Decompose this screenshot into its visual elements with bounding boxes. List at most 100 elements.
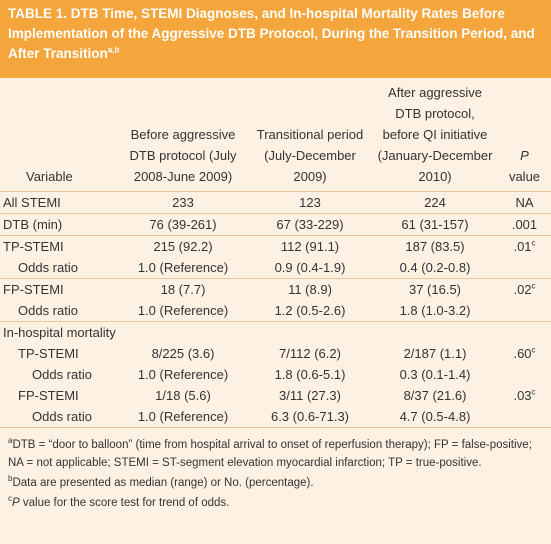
cell: 8/37 (21.6) — [403, 388, 467, 403]
cell: 215 (92.2) — [153, 239, 213, 254]
table-row: In-hospital mortality — [0, 322, 551, 344]
cell: 4.7 (0.5-4.8) — [372, 406, 498, 428]
p-sup: c — [531, 238, 536, 248]
table: Variable Before aggressive DTB protocol (J… — [0, 78, 551, 428]
footnote: aDTB = “door to balloon” (time from hosp… — [8, 436, 543, 472]
header-line: DTB protocol, — [395, 106, 475, 121]
header-line: before QI initiative — [382, 127, 488, 142]
footnote-italic: P — [12, 497, 20, 509]
p-value: .03 — [513, 388, 532, 403]
row-label: FP-STEMI — [18, 388, 79, 403]
footnote: bData are presented as median (range) or… — [8, 474, 543, 492]
cell: 224 — [372, 191, 498, 214]
cell: 3/11 (27.3) — [279, 388, 341, 403]
header-line: (July-December — [264, 148, 356, 163]
p-value: .01 — [513, 239, 532, 254]
cell: 187 (83.5) — [405, 239, 465, 254]
table-row: TP-STEMI 8/225 (3.6) 7/112 (6.2) 2/187 (1.1… — [0, 343, 551, 364]
cell: 1.8 (1.0-3.2) — [372, 300, 498, 322]
cell: 76 (39-261) — [118, 213, 248, 236]
table-title: TABLE 1. DTB Time, STEMI Diagnoses, and … — [0, 0, 551, 78]
p-value-cell — [498, 257, 551, 279]
cell: 0.4 (0.2-0.8) — [372, 257, 498, 279]
cell: 1.0 (Reference) — [137, 367, 229, 382]
row-label: In-hospital mortality — [3, 325, 116, 340]
row-label: All STEMI — [0, 191, 118, 214]
row-label: DTB (min) — [0, 213, 118, 236]
table-row: DTB (min) 76 (39-261) 67 (33-229) 61 (31-15… — [0, 213, 551, 236]
p-value-cell — [498, 364, 551, 385]
p-value-cell — [498, 300, 551, 322]
cell: 11 (8.9) — [288, 282, 332, 297]
header-line: (January-December — [377, 148, 493, 163]
column-header: After aggressive DTB protocol, before QI i… — [372, 78, 498, 192]
footnote: cP value for the score test for trend of… — [8, 494, 543, 512]
p-sup: c — [531, 345, 536, 355]
cell: 18 (7.7) — [160, 282, 206, 297]
row-label: TP-STEMI — [18, 346, 79, 361]
cell: 1.0 (Reference) — [118, 300, 248, 322]
footnote-text: value for the score test for trend of od… — [19, 497, 230, 509]
cell: 0.3 (0.1-1.4) — [399, 367, 471, 382]
p-value-cell — [498, 406, 551, 428]
cell: 1.8 (0.6-5.1) — [274, 367, 346, 382]
cell: 2/187 (1.1) — [403, 346, 467, 361]
cell: 1.2 (0.5-2.6) — [248, 300, 372, 322]
cell: 8/225 (3.6) — [151, 346, 215, 361]
footnote-text: DTB = “door to balloon” (time from hospi… — [8, 439, 532, 469]
column-header: Before aggressive DTB protocol (July 2008-… — [118, 78, 248, 192]
row-label: TP-STEMI — [3, 239, 64, 254]
cell: 1.0 (Reference) — [118, 257, 248, 279]
cell: 67 (33-229) — [248, 213, 372, 236]
header-line: DTB protocol (July — [129, 148, 237, 163]
column-header: Variable — [0, 78, 118, 192]
p-value: NA — [515, 195, 534, 210]
row-label: Odds ratio — [0, 257, 118, 279]
cell: 123 — [248, 191, 372, 214]
column-header: Transitional period (July-December 2009) — [248, 78, 372, 192]
p-value-cell: NA — [498, 191, 551, 214]
title-sup: a,b — [107, 45, 120, 55]
title-text: TABLE 1. DTB Time, STEMI Diagnoses, and … — [8, 6, 535, 61]
cell: 61 (31-157) — [372, 213, 498, 236]
header-line: Variable — [26, 169, 73, 184]
cell: 233 — [118, 191, 248, 214]
row-label: Odds ratio — [32, 367, 92, 382]
footnote-mark: c — [8, 494, 12, 504]
cell: 7/112 (6.2) — [279, 346, 341, 361]
header-line: value — [508, 169, 541, 184]
table-body: All STEMI 233 123 224 NA DTB (min) 76 (39-261)… — [0, 191, 551, 428]
p-value-cell: .01c — [498, 236, 551, 258]
table-row: TP-STEMI 215 (92.2) 112 (91.1) 187 (83.5) .0… — [0, 236, 551, 258]
cell: 0.9 (0.4-1.9) — [248, 257, 372, 279]
footnote-mark: b — [8, 474, 13, 484]
header-line: 2010) — [418, 169, 452, 184]
table-row: FP-STEMI 1/18 (5.6) 3/11 (27.3) 8/37 (21.6)… — [0, 385, 551, 406]
p-value: .60 — [513, 346, 532, 361]
header-line: 2008-June 2009) — [133, 169, 233, 184]
p-value: .001 — [511, 217, 538, 232]
p-value: .02 — [513, 282, 532, 297]
cell: 1.0 (Reference) — [118, 406, 248, 428]
header-line: Transitional period — [256, 127, 364, 142]
row-label: FP-STEMI — [3, 282, 64, 297]
p-value-cell: .02c — [498, 279, 551, 301]
p-value-cell: .60c — [498, 343, 551, 364]
table-row: All STEMI 233 123 224 NA — [0, 191, 551, 214]
table-row: Odds ratio 1.0 (Reference) 0.9 (0.4-1.9) 0.… — [0, 257, 551, 279]
header-line: 2009) — [293, 169, 327, 184]
p-sup: c — [531, 387, 536, 397]
table-row: FP-STEMI 18 (7.7) 11 (8.9) 37 (16.5) .02c — [0, 279, 551, 301]
row-label: Odds ratio — [0, 406, 118, 428]
header-line: Before aggressive — [130, 127, 236, 142]
table-row: Odds ratio 1.0 (Reference) 1.2 (0.5-2.6) 1.… — [0, 300, 551, 322]
cell: 6.3 (0.6-71.3) — [248, 406, 372, 428]
cell: 112 (91.1) — [280, 239, 340, 254]
footnote-mark: a — [8, 436, 13, 446]
header-line: After aggressive — [388, 85, 482, 100]
table-row: Odds ratio 1.0 (Reference) 1.8 (0.6-5.1) 0.… — [0, 364, 551, 385]
p-value-cell: .03c — [498, 385, 551, 406]
footnote-text: Data are presented as median (range) or … — [12, 477, 314, 489]
